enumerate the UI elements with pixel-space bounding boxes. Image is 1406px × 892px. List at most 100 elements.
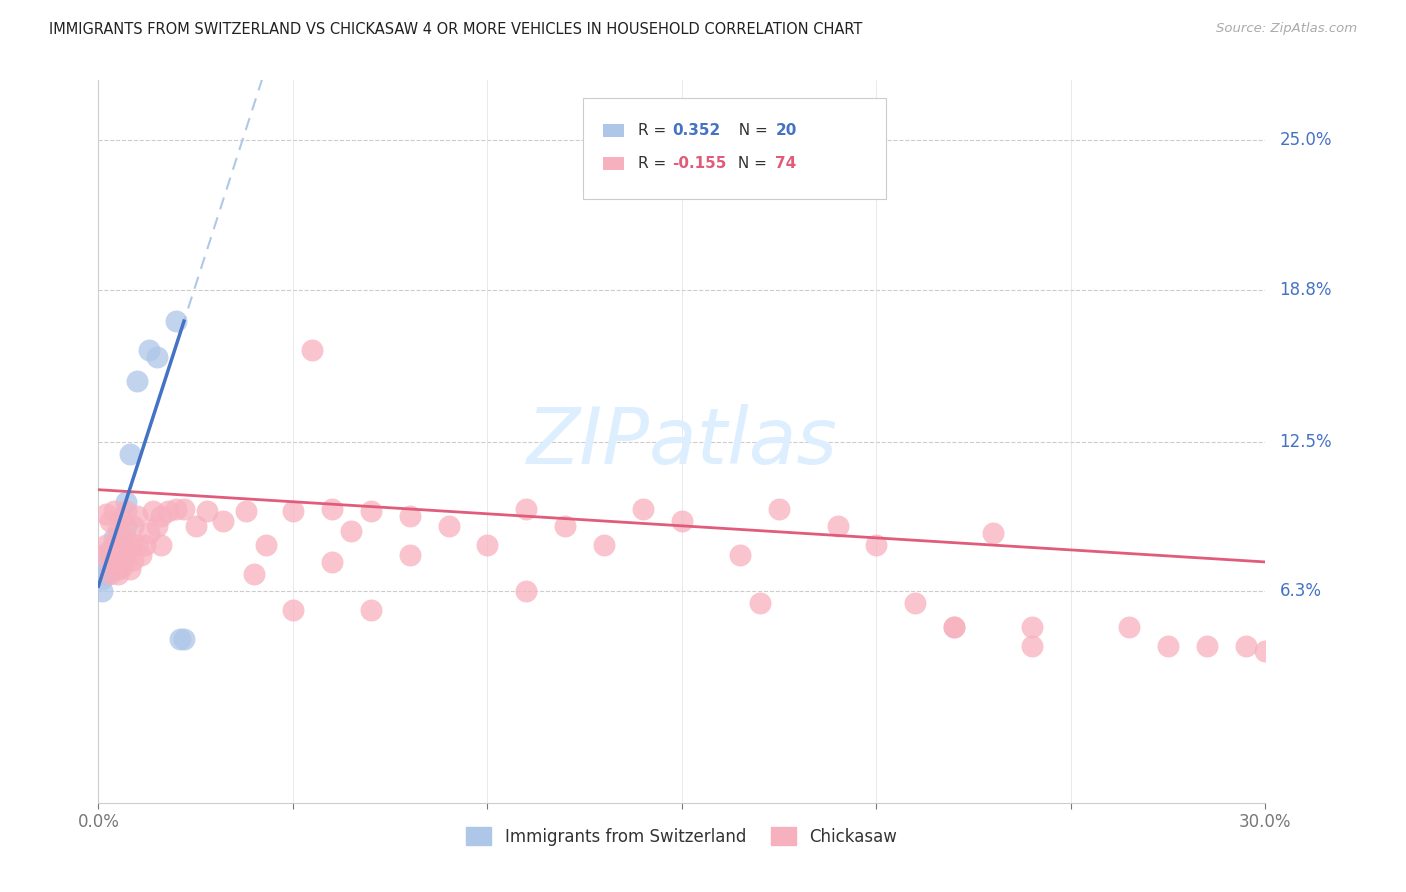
Text: ZIPatlas: ZIPatlas (526, 403, 838, 480)
FancyBboxPatch shape (603, 124, 624, 137)
Point (515, 502, 537, 516)
Point (515, 583, 537, 598)
Text: IMMIGRANTS FROM SWITZERLAND VS CHICKASAW 4 OR MORE VEHICLES IN HOUSEHOLD CORRELA: IMMIGRANTS FROM SWITZERLAND VS CHICKASAW… (49, 22, 863, 37)
Point (768, 502, 790, 516)
Point (321, 502, 343, 516)
Point (477, 538, 499, 552)
Point (98, 514, 121, 528)
Point (593, 538, 616, 552)
Point (107, 567, 129, 582)
Point (118, 562, 141, 576)
Text: N =: N = (728, 123, 772, 138)
Text: 6.3%: 6.3% (1279, 582, 1322, 599)
Point (943, 620, 966, 634)
Point (173, 502, 195, 516)
Point (169, 632, 191, 646)
Point (235, 504, 257, 518)
Point (943, 620, 966, 634)
Text: 25.0%: 25.0% (1279, 131, 1331, 150)
Point (103, 558, 125, 572)
Point (96, 555, 118, 569)
Point (91, 583, 114, 598)
Point (195, 504, 218, 518)
Point (114, 550, 136, 565)
Point (138, 526, 160, 541)
Point (671, 514, 693, 528)
Text: Source: ZipAtlas.com: Source: ZipAtlas.com (1216, 22, 1357, 36)
Point (98, 548, 121, 562)
Point (96, 567, 118, 582)
Point (1118, 620, 1140, 634)
Point (904, 596, 927, 610)
Text: 0.352: 0.352 (672, 123, 721, 138)
Point (165, 502, 187, 516)
Point (360, 603, 382, 617)
Point (134, 538, 156, 552)
Point (91, 548, 114, 562)
Point (129, 548, 152, 562)
Point (103, 531, 125, 545)
Point (631, 502, 654, 516)
Point (114, 494, 136, 508)
Point (114, 519, 136, 533)
Point (107, 562, 129, 576)
Point (437, 519, 460, 533)
Point (301, 343, 323, 357)
Text: 74: 74 (775, 156, 797, 171)
Point (122, 552, 145, 566)
Point (107, 548, 129, 562)
Point (1021, 639, 1043, 653)
Point (111, 542, 134, 557)
Point (398, 548, 420, 562)
Point (142, 504, 165, 518)
Point (1254, 644, 1277, 658)
Text: R =: R = (637, 123, 671, 138)
Point (748, 596, 770, 610)
Point (730, 548, 752, 562)
Text: 12.5%: 12.5% (1279, 433, 1331, 450)
Point (91, 572, 114, 586)
Point (118, 447, 141, 461)
Point (554, 519, 576, 533)
Point (981, 526, 1004, 541)
Point (127, 375, 149, 389)
Text: -0.155: -0.155 (672, 156, 727, 171)
Point (103, 555, 125, 569)
Point (146, 350, 169, 364)
Point (127, 538, 149, 552)
Point (127, 509, 149, 524)
Point (827, 519, 849, 533)
Point (1195, 639, 1218, 653)
Point (118, 538, 141, 552)
Text: R =: R = (637, 156, 671, 171)
Point (111, 538, 134, 552)
Point (114, 531, 136, 545)
Point (254, 538, 277, 552)
Point (114, 504, 136, 518)
Point (184, 519, 207, 533)
Point (360, 504, 382, 518)
Point (96, 507, 118, 521)
Point (212, 514, 235, 528)
Point (1234, 639, 1257, 653)
Point (149, 509, 172, 524)
Point (122, 519, 145, 533)
Point (1021, 620, 1043, 634)
Point (111, 511, 134, 525)
Legend: Immigrants from Switzerland, Chickasaw: Immigrants from Switzerland, Chickasaw (460, 821, 904, 852)
Point (98, 542, 121, 557)
Point (111, 559, 134, 574)
Point (103, 504, 125, 518)
Point (340, 524, 363, 538)
Point (165, 314, 187, 328)
Point (398, 509, 420, 524)
Point (321, 555, 343, 569)
Point (173, 632, 195, 646)
Point (1157, 639, 1180, 653)
Point (138, 343, 160, 357)
Point (107, 548, 129, 562)
Point (103, 538, 125, 552)
Point (111, 555, 134, 569)
Point (107, 524, 129, 538)
Point (157, 504, 180, 518)
